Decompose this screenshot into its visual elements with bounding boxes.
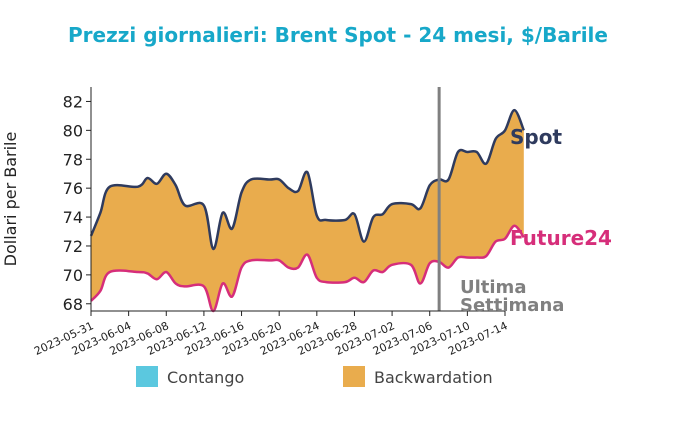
y-tick-label: 70 [63,266,83,285]
legend-swatch-contango [136,366,158,387]
y-axis-label: Dollari per Barile [1,132,20,267]
y-tick-label: 74 [63,208,83,227]
series-line-future24 [90,224,525,313]
last-week-annotation-line: Ultima [460,277,526,298]
legend-swatch-backwardation [343,366,365,387]
chart-title: Prezzi giornalieri: Brent Spot - 24 mesi… [68,23,608,47]
legend-label-contango: Contango [167,368,244,387]
y-tick-label: 72 [63,237,83,256]
legend: Contango Backwardation [136,366,493,387]
y-tick-label: 68 [63,295,83,314]
series-label-future24: Future24 [510,226,612,250]
y-tick-label: 82 [63,92,83,111]
y-tick-label: 78 [63,150,83,169]
y-tick-label: 80 [63,121,83,140]
legend-label-backwardation: Backwardation [374,368,493,387]
y-tick-label: 76 [63,179,83,198]
backwardation-area [91,110,524,312]
plot-area [89,87,525,313]
series-label-spot: Spot [510,125,562,149]
axes: 68707274767880822023-05-312023-06-042023… [32,87,510,358]
series-line-spot [89,108,525,251]
last-week-annotation-line: Settimana [460,295,564,316]
